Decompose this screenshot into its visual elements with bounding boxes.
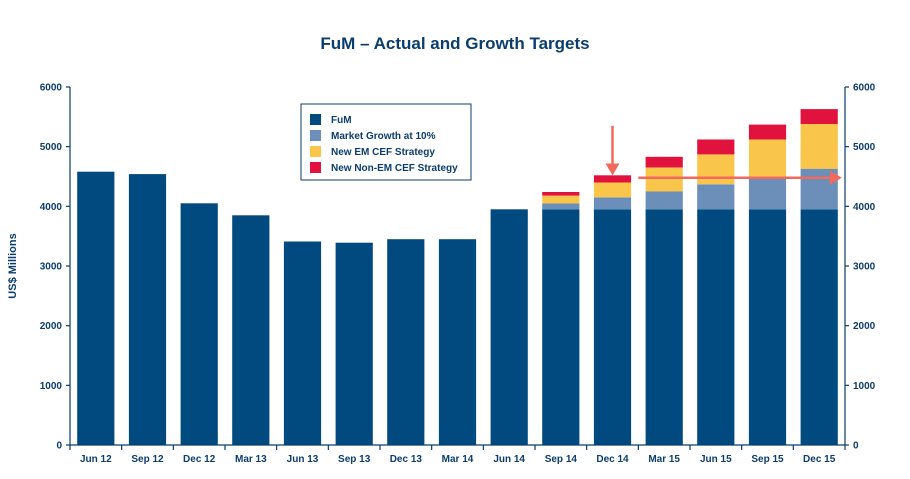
bar-fum-mar-15 bbox=[645, 209, 683, 445]
bar-fum-sep-12 bbox=[128, 174, 167, 445]
bar-new-non-em-cef-strategy-sep-14 bbox=[542, 192, 580, 196]
bar-new-non-em-cef-strategy-sep-15 bbox=[748, 124, 787, 140]
legend-label: FuM bbox=[331, 115, 352, 126]
y-tick-label-right: 4000 bbox=[853, 202, 876, 213]
x-tick-label: Sep 14 bbox=[545, 454, 578, 465]
bar-fum-jun-12 bbox=[77, 171, 115, 445]
legend-swatch bbox=[310, 130, 321, 141]
y-tick-label-left: 0 bbox=[56, 441, 62, 452]
bar-new-em-cef-strategy-sep-14 bbox=[542, 195, 580, 204]
bar-fum-jun-13 bbox=[283, 241, 322, 445]
y-tick-label-left: 1000 bbox=[40, 381, 63, 392]
axes-layer: 0 0 1000 1000 2000 2000 3000 3000 4000 4000 5000 50… bbox=[7, 83, 876, 466]
legend-label: New Non-EM CEF Strategy bbox=[331, 163, 458, 174]
bar-new-non-em-cef-strategy-dec-15 bbox=[800, 109, 838, 124]
x-tick-label: Sep 15 bbox=[751, 454, 784, 465]
annotation-arrow-down-head bbox=[605, 163, 620, 176]
bar-new-em-cef-strategy-dec-14 bbox=[593, 182, 632, 198]
bar-market-growth-at-10--jun-15 bbox=[697, 184, 735, 210]
y-tick-label-right: 1000 bbox=[853, 381, 876, 392]
x-tick-label: Dec 14 bbox=[596, 454, 629, 465]
bar-fum-sep-14 bbox=[542, 209, 580, 445]
x-tick-label: Dec 12 bbox=[183, 454, 216, 465]
legend-box bbox=[300, 103, 472, 181]
chart-title: FuM – Actual and Growth Targets bbox=[320, 34, 590, 53]
x-tick-label: Sep 13 bbox=[338, 454, 371, 465]
legend-swatch bbox=[310, 162, 321, 173]
bar-new-em-cef-strategy-jun-15 bbox=[697, 154, 735, 185]
legend: FuM Market Growth at 10% New EM CEF Strate… bbox=[300, 103, 472, 181]
x-tick-label: Mar 13 bbox=[235, 454, 267, 465]
y-tick-label-right: 2000 bbox=[853, 321, 876, 332]
x-tick-label: Dec 13 bbox=[390, 454, 423, 465]
x-tick-label: Jun 13 bbox=[287, 454, 319, 465]
bar-fum-dec-12 bbox=[180, 203, 218, 445]
bar-fum-jun-15 bbox=[697, 209, 735, 445]
bar-fum-dec-14 bbox=[593, 209, 632, 445]
x-tick-label: Jun 12 bbox=[80, 454, 112, 465]
bar-fum-mar-14 bbox=[438, 239, 477, 445]
x-tick-label: Jun 15 bbox=[700, 454, 732, 465]
y-tick-label-left: 2000 bbox=[40, 321, 63, 332]
bar-fum-dec-15 bbox=[800, 209, 838, 445]
bars-layer bbox=[77, 109, 838, 445]
legend-swatch bbox=[310, 146, 321, 157]
bar-new-em-cef-strategy-sep-15 bbox=[748, 139, 787, 179]
bar-fum-mar-13 bbox=[232, 215, 270, 445]
y-tick-label-left: 4000 bbox=[40, 202, 63, 213]
bar-fum-sep-15 bbox=[748, 209, 787, 445]
bar-fum-dec-13 bbox=[387, 239, 425, 445]
bar-new-non-em-cef-strategy-mar-15 bbox=[645, 156, 683, 168]
bar-market-growth-at-10--dec-14 bbox=[593, 197, 632, 210]
annotation-arrow-right-head bbox=[829, 170, 842, 185]
bar-market-growth-at-10--sep-14 bbox=[542, 203, 580, 210]
x-tick-label: Mar 14 bbox=[442, 454, 474, 465]
bar-fum-jun-14 bbox=[490, 209, 528, 445]
x-tick-label: Sep 12 bbox=[131, 454, 164, 465]
legend-swatch bbox=[310, 114, 321, 125]
legend-label: Market Growth at 10% bbox=[331, 131, 436, 142]
y-tick-label-right: 5000 bbox=[853, 142, 876, 153]
bar-new-non-em-cef-strategy-dec-14 bbox=[593, 175, 632, 183]
legend-label: New EM CEF Strategy bbox=[331, 147, 435, 158]
y-tick-label-left: 5000 bbox=[40, 142, 63, 153]
bar-new-non-em-cef-strategy-jun-15 bbox=[697, 139, 735, 155]
y-tick-label-right: 0 bbox=[853, 441, 859, 452]
x-tick-label: Jun 14 bbox=[493, 454, 525, 465]
y-tick-label-left: 3000 bbox=[40, 262, 63, 273]
x-tick-label: Dec 15 bbox=[803, 454, 836, 465]
y-tick-label-right: 6000 bbox=[853, 83, 876, 94]
y-axis-title: US$ Millions bbox=[7, 233, 19, 298]
y-tick-label-left: 6000 bbox=[40, 83, 63, 94]
bar-market-growth-at-10--mar-15 bbox=[645, 191, 683, 210]
y-tick-label-right: 3000 bbox=[853, 262, 876, 273]
bar-new-em-cef-strategy-dec-15 bbox=[800, 124, 838, 169]
annotations-layer bbox=[605, 125, 842, 185]
bar-new-em-cef-strategy-mar-15 bbox=[645, 167, 683, 192]
bar-fum-sep-13 bbox=[335, 242, 373, 445]
x-tick-label: Mar 15 bbox=[648, 454, 680, 465]
bar-market-growth-at-10--sep-15 bbox=[748, 178, 787, 210]
